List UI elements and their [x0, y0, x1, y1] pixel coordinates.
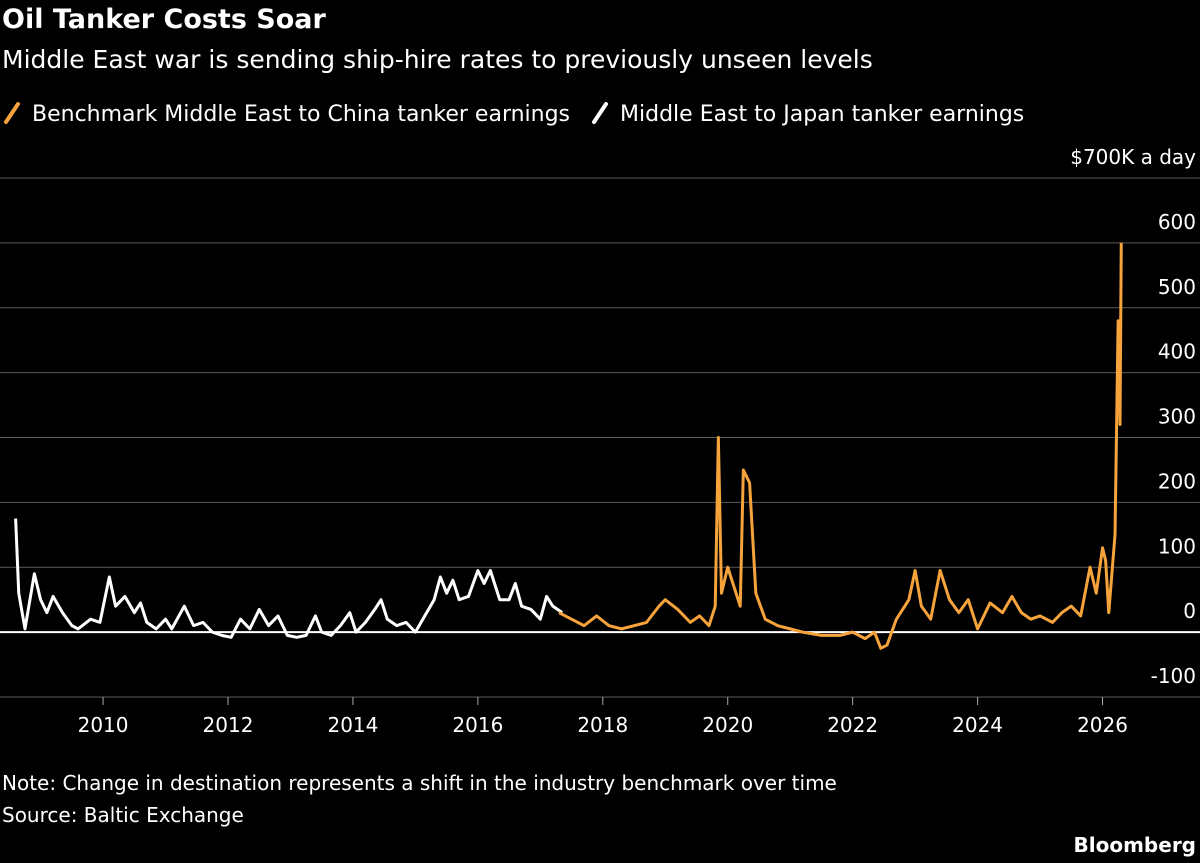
x-tick-label: 2024	[952, 713, 1003, 737]
y-tick-label: 100	[1158, 534, 1196, 558]
y-tick-label: $700K a day	[1070, 145, 1196, 169]
chart-subtitle: Middle East war is sending ship-hire rat…	[2, 45, 873, 74]
y-tick-label: 600	[1158, 210, 1196, 234]
y-tick-label: 0	[1183, 599, 1196, 623]
x-tick-label: 2016	[452, 713, 503, 737]
series-line	[558, 242, 1123, 650]
series-line	[14, 518, 564, 639]
note: Note: Change in destination represents a…	[2, 771, 837, 795]
x-tick-label: 2018	[577, 713, 628, 737]
legend-swatch	[4, 102, 20, 124]
legend-swatch	[592, 102, 609, 124]
source: Source: Baltic Exchange	[2, 803, 244, 827]
x-tick-label: 2012	[203, 713, 254, 737]
chart-title: Oil Tanker Costs Soar	[2, 4, 327, 35]
x-tick-label: 2010	[78, 713, 129, 737]
y-tick-label: 500	[1158, 275, 1196, 299]
y-tick-label: 400	[1158, 340, 1196, 364]
y-tick-label: 300	[1158, 405, 1196, 429]
legend-label: Benchmark Middle East to China tanker ea…	[32, 102, 570, 127]
legend-label: Middle East to Japan tanker earnings	[620, 102, 1024, 127]
x-tick-label: 2022	[827, 713, 878, 737]
y-tick-label: -100	[1151, 664, 1196, 688]
brand: Bloomberg	[1074, 833, 1196, 857]
x-tick-label: 2026	[1077, 713, 1128, 737]
y-tick-label: 200	[1158, 469, 1196, 493]
x-tick-label: 2020	[702, 713, 753, 737]
x-tick-label: 2014	[327, 713, 378, 737]
